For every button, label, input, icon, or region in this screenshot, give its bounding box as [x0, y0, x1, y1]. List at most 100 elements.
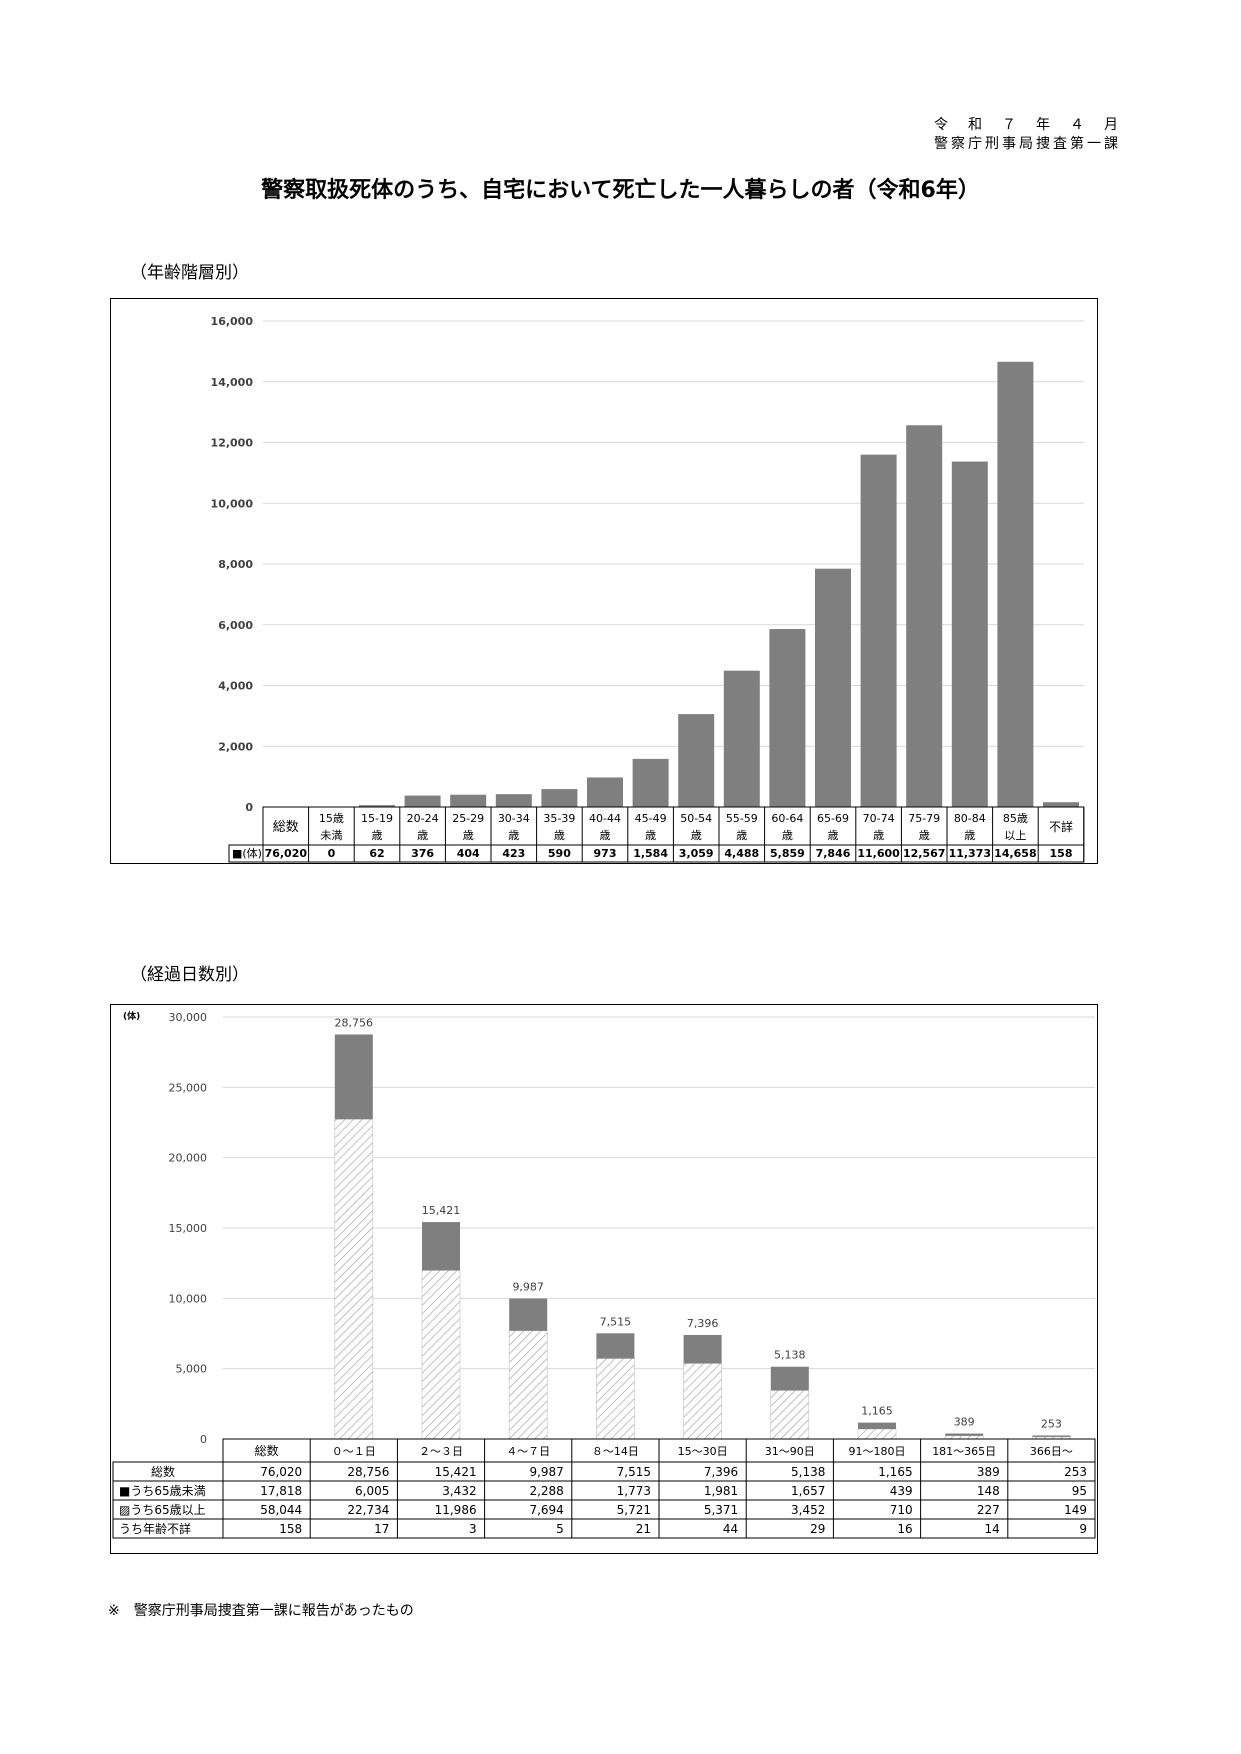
chart1-section-label: （年齢階層別） [130, 263, 249, 283]
bar-total-label: 28,756 [335, 1016, 374, 1029]
table-value-cell: 5 [556, 1522, 564, 1536]
table-value-cell: 148 [977, 1484, 1000, 1498]
table-value-cell: 11,986 [435, 1503, 477, 1517]
table-value-cell: 389 [977, 1465, 1000, 1479]
x-category-label: 不詳 [1049, 819, 1073, 834]
x-category-label: 70-74 歳 [863, 812, 895, 842]
elapsed-days-stacked-bar-chart: (体) 0 5,000 10,000 15,000 20,000 25,000 30,000 2… [112, 1010, 1096, 1539]
x-category-label: ０～１日 [332, 1445, 376, 1458]
table-value-cell: 227 [977, 1503, 1000, 1517]
bar-2 [404, 795, 441, 807]
table-value-cell: 1,584 [633, 847, 668, 860]
y-tick-label: 4,000 [218, 680, 253, 693]
table-row-label: ■うち65歳未満 [119, 1484, 206, 1498]
x-category-label: 75-79 歳 [908, 812, 940, 842]
x-category-label: 85歳以上 [1003, 812, 1028, 842]
table-value-cell: 376 [411, 847, 434, 860]
bar-5 [541, 789, 578, 807]
table-value-cell: 439 [890, 1484, 913, 1498]
table-value-cell: 21 [636, 1522, 651, 1536]
table-total-header: 総数 [273, 820, 299, 835]
bar-7 [632, 758, 669, 807]
table-value-cell: 7,846 [816, 847, 851, 860]
chart1-frame: 0 2,000 4,000 6,000 8,000 10,000 12,000 14,000 1… [110, 298, 1098, 864]
table-value-cell: 710 [890, 1503, 913, 1517]
table-value-cell: 3,432 [442, 1484, 476, 1498]
chart2-section-label: （経過日数別） [130, 965, 249, 985]
bar-under65-5 [770, 1366, 809, 1391]
table-value-cell: 14 [985, 1522, 1000, 1536]
x-category-label: 65-69 歳 [817, 812, 849, 842]
x-category-label: 31～90日 [765, 1445, 815, 1458]
bar-over65-1 [421, 1270, 461, 1440]
x-category-label: 40-44 歳 [589, 812, 621, 842]
table-value-cell: 7,694 [529, 1503, 563, 1517]
table-value-cell: 5,138 [791, 1465, 825, 1479]
bar-15 [997, 361, 1034, 807]
bar-total-label: 15,421 [422, 1204, 461, 1217]
bar-total-label: 7,515 [600, 1315, 632, 1328]
x-category-label: 91～180日 [849, 1445, 906, 1458]
table-value-cell: 1,981 [704, 1484, 738, 1498]
y-tick-label: 14,000 [211, 376, 254, 389]
x-category-label: 30-34 歳 [498, 812, 530, 842]
bar-1 [359, 805, 395, 807]
table-value-cell: 149 [1064, 1503, 1087, 1517]
table-value-cell: 11,600 [857, 847, 900, 860]
table-value-cell: 62 [369, 847, 384, 860]
y-tick-label: 0 [200, 1433, 207, 1446]
bar-total-label: 389 [954, 1416, 975, 1429]
bar-under65-6 [858, 1422, 896, 1430]
table-value-cell: 7,396 [704, 1465, 738, 1479]
table-total-cell: 158 [279, 1522, 302, 1536]
bar-over65-6 [857, 1428, 897, 1440]
table-value-cell: 2,288 [529, 1484, 563, 1498]
table-value-cell: 253 [1064, 1465, 1087, 1479]
y-tick-label: 30,000 [169, 1011, 208, 1024]
bar-13 [906, 425, 943, 807]
y-tick-label: 25,000 [169, 1081, 208, 1094]
y-tick-label: 5,000 [176, 1363, 208, 1376]
x-category-label: 15～30日 [678, 1445, 728, 1458]
table-value-cell: 14,658 [994, 847, 1036, 860]
bar-total-label: 253 [1041, 1417, 1062, 1430]
table-total-cell: 17,818 [260, 1484, 302, 1498]
x-category-label: 15-19 歳 [361, 812, 393, 842]
bar-under65-8 [1032, 1435, 1071, 1437]
table-value-cell: 15,421 [435, 1465, 477, 1479]
page-title: 警察取扱死体のうち、自宅において死亡した一人暮らしの者（令和6年） [261, 178, 980, 203]
table-value-cell: 95 [1072, 1484, 1087, 1498]
bar-under65-3 [596, 1333, 635, 1359]
table-value-cell: 1,165 [878, 1465, 912, 1479]
x-category-label: 80-84 歳 [954, 812, 986, 842]
y-unit-label: (体) [123, 1010, 140, 1022]
y-tick-label: 0 [245, 801, 253, 814]
bar-16 [1043, 802, 1079, 807]
y-tick-label: 8,000 [218, 558, 253, 571]
table-row-label: 総数 [151, 1464, 175, 1479]
x-category-label: 15歳未満 [319, 812, 344, 842]
table-value-cell: 590 [548, 847, 571, 860]
x-category-label: ８～14日 [592, 1445, 639, 1458]
bar-under65-0 [334, 1034, 373, 1120]
x-category-label: 181～365日 [932, 1445, 996, 1458]
table-row-label: うち年齢不詳 [119, 1521, 191, 1536]
document-header: 令 和 ７ 年 ４ 月 警察庁刑事局捜査第一課 [934, 116, 1121, 154]
x-category-label: 55-59 歳 [726, 812, 758, 842]
bar-8 [678, 714, 715, 807]
y-tick-label: 20,000 [169, 1152, 208, 1165]
bar-11 [815, 568, 851, 807]
x-category-label: ２～３日 [419, 1445, 463, 1458]
table-value-cell: 28,756 [347, 1465, 389, 1479]
table-total-cell: 58,044 [260, 1503, 302, 1517]
y-tick-label: 12,000 [211, 437, 254, 450]
bar-6 [587, 777, 623, 807]
legend-unit-label: ■(体) [232, 846, 262, 860]
y-tick-label: 10,000 [211, 497, 254, 510]
bar-over65-5 [770, 1390, 810, 1440]
table-value-cell: 29 [810, 1522, 825, 1536]
bar-total-label: 7,396 [687, 1317, 719, 1330]
y-tick-label: 16,000 [211, 315, 254, 328]
bar-under65-2 [509, 1298, 548, 1331]
bar-14 [951, 461, 988, 807]
